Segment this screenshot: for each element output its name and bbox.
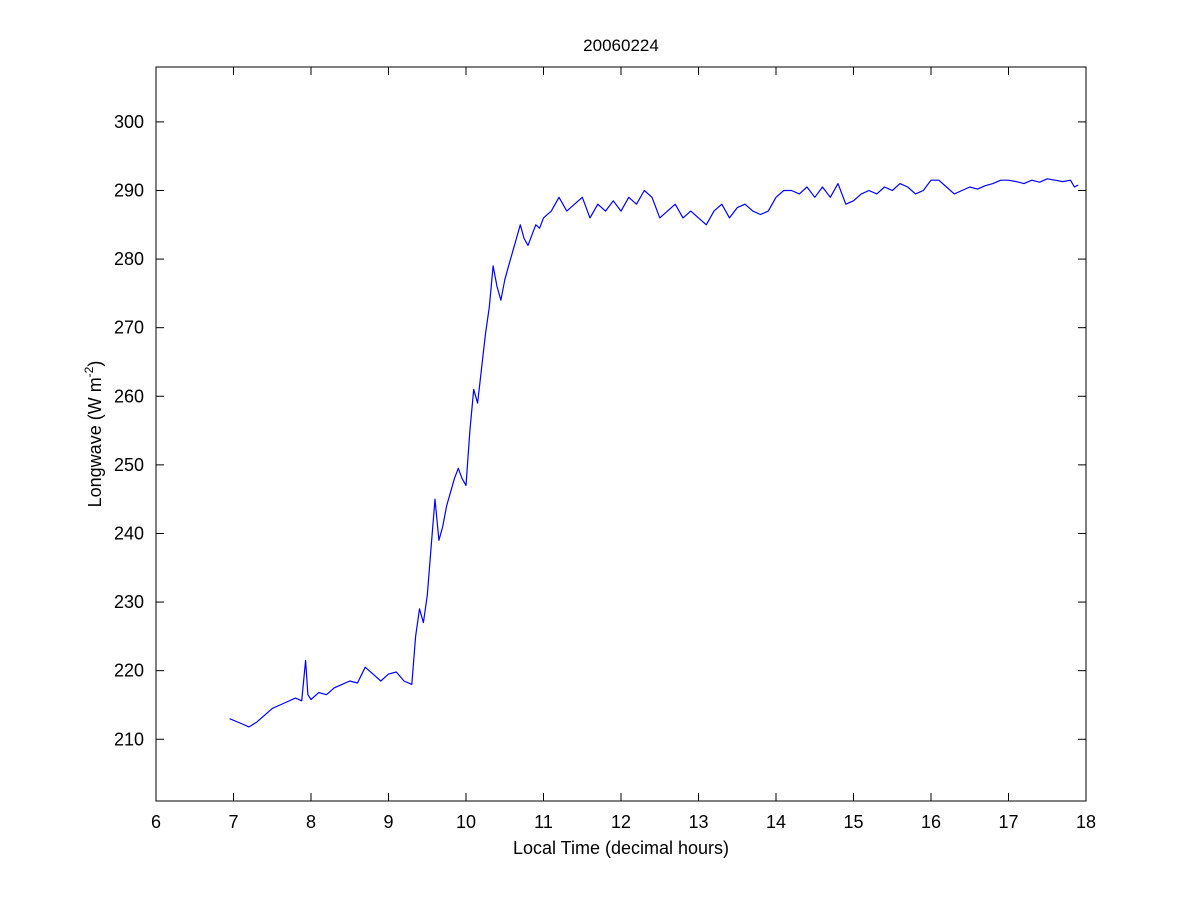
x-tick-label-16: 16 (921, 812, 941, 832)
x-axis-label: Local Time (decimal hours) (513, 838, 729, 858)
y-axis-label-superscript: -2 (82, 366, 96, 377)
x-tick-label-13: 13 (688, 812, 708, 832)
y-tick-label-260: 260 (114, 386, 144, 406)
x-tick-label-6: 6 (151, 812, 161, 832)
x-tick-label-9: 9 (383, 812, 393, 832)
longwave-series-line (229, 178, 1079, 728)
y-tick-label-240: 240 (114, 523, 144, 543)
y-axis-label-main: Longwave (W m (85, 377, 105, 507)
y-tick-label-210: 210 (114, 729, 144, 749)
y-tick-label-250: 250 (114, 455, 144, 475)
x-tick-label-8: 8 (306, 812, 316, 832)
y-axis-label-close: ) (85, 361, 105, 367)
x-tick-label-15: 15 (843, 812, 863, 832)
y-tick-label-280: 280 (114, 249, 144, 269)
x-tick-label-18: 18 (1076, 812, 1096, 832)
x-tick-label-12: 12 (611, 812, 631, 832)
y-tick-label-230: 230 (114, 592, 144, 612)
plot-area-frame (155, 66, 1087, 802)
y-axis-label: Longwave (W m-2) (82, 361, 105, 508)
x-tick-label-7: 7 (228, 812, 238, 832)
y-tick-label-300: 300 (114, 112, 144, 132)
x-tick-label-10: 10 (456, 812, 476, 832)
y-tick-label-270: 270 (114, 318, 144, 338)
y-axis-ticks: 210 220 230 240 250 260 270 280 290 300 (114, 112, 1086, 749)
x-tick-label-11: 11 (534, 812, 553, 832)
y-tick-label-290: 290 (114, 180, 144, 200)
x-tick-label-17: 17 (998, 812, 1018, 832)
x-axis-ticks: 6 7 8 9 10 11 12 13 14 15 16 17 18 (151, 67, 1096, 832)
y-tick-label-220: 220 (114, 661, 144, 681)
x-tick-label-14: 14 (766, 812, 786, 832)
chart-title: 20060224 (583, 36, 659, 55)
